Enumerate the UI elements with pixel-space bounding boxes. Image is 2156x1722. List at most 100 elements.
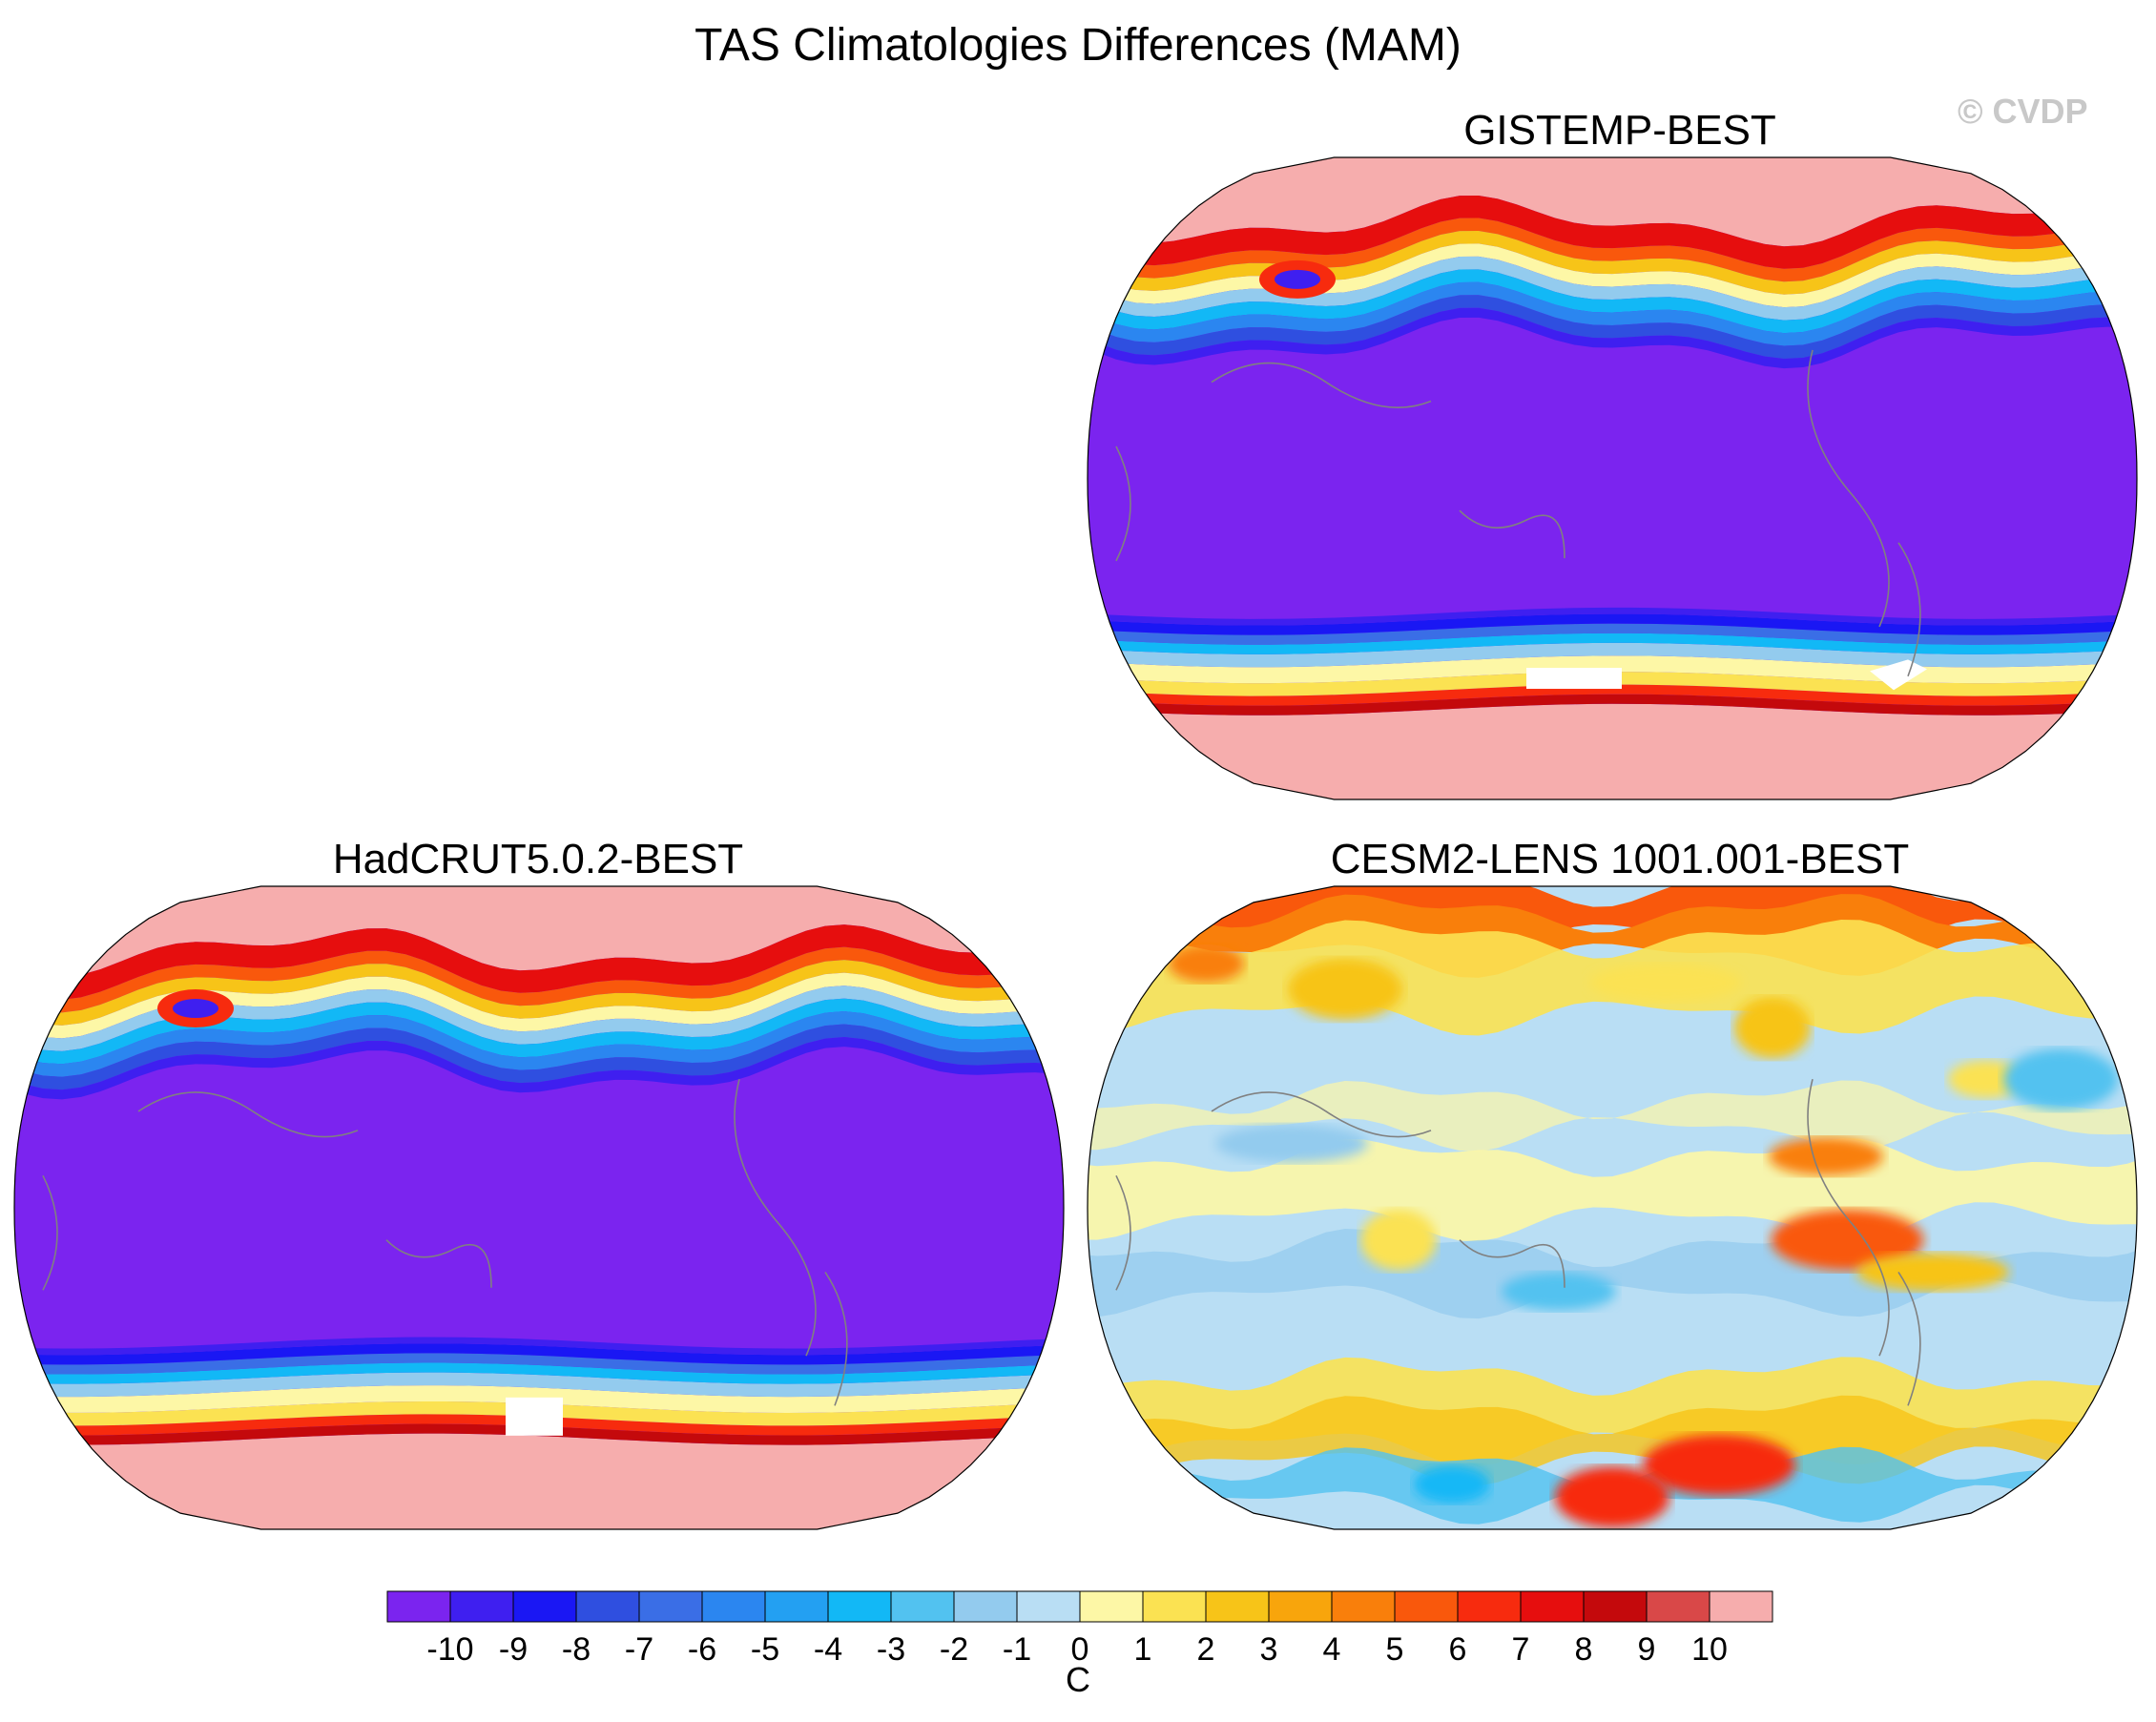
south-band [1088, 633, 2137, 654]
coastline [42, 1174, 58, 1291]
north-band [1088, 295, 2137, 359]
colorbar-tick-label: -1 [1003, 1631, 1031, 1668]
south-band [1088, 623, 2137, 645]
anomaly-spot [1215, 1124, 1368, 1163]
colorbar-swatch [1583, 1590, 1648, 1623]
colorbar-swatch [386, 1590, 451, 1623]
south-band [14, 1353, 1064, 1375]
colorbar-tick-label: 6 [1449, 1631, 1467, 1668]
coastlines [1115, 349, 1921, 677]
south-band [1088, 613, 2137, 635]
colorbar-swatch [701, 1590, 766, 1623]
colorbar-swatch [449, 1590, 514, 1623]
figure-title: TAS Climatologies Differences (MAM) [694, 20, 1462, 71]
colorbar-swatch [512, 1590, 577, 1623]
missing-data-block [1526, 668, 1622, 690]
north-band [1088, 195, 2137, 269]
colorbar-tick-label: -2 [940, 1631, 968, 1668]
map-gistemp [1087, 156, 2138, 800]
panel-title-cesm2: CESM2-LENS 1001.001-BEST [1330, 836, 1910, 882]
north-band [14, 924, 1064, 1000]
north-band [1088, 307, 2137, 369]
north-band [14, 886, 1064, 978]
colorbar-tick-label: -6 [688, 1631, 716, 1668]
anomaly-spot [1414, 1464, 1490, 1504]
anomaly-spot [1734, 997, 1811, 1059]
anomaly-spot [1288, 958, 1402, 1020]
anomaly-band [1088, 1080, 2137, 1151]
anomaly-spot [1360, 1209, 1437, 1271]
colorbar-tick-label: 8 [1575, 1631, 1593, 1668]
map-hadcrut [13, 885, 1065, 1530]
colorbar-tick-label: -9 [499, 1631, 528, 1668]
colorbar-swatch [1331, 1590, 1396, 1623]
coastline [385, 1239, 492, 1288]
missing-data-block [1870, 659, 1927, 691]
north-band [14, 1037, 1064, 1100]
anomaly-spot [1589, 964, 1742, 1003]
colorbar-tick-label: -4 [814, 1631, 842, 1668]
north-band [14, 1024, 1064, 1090]
coastline [734, 1079, 817, 1357]
coastline [1115, 1174, 1131, 1291]
colorbar-swatch [1394, 1590, 1459, 1623]
colorbar-swatch [953, 1590, 1018, 1623]
anomaly-spot [1555, 1466, 1669, 1528]
colorbar-swatch [764, 1590, 829, 1623]
panel-title-hadcrut: HadCRUT5.0.2-BEST [332, 836, 744, 882]
colorbar-tick-label: -5 [751, 1631, 779, 1668]
coastline [1211, 362, 1432, 409]
colorbar-swatch [1646, 1590, 1710, 1623]
colorbar-swatch [1079, 1590, 1144, 1623]
anomaly-spot [1856, 1253, 2009, 1292]
north-band [1088, 230, 2137, 295]
missing-data-block [506, 1397, 563, 1436]
north-band [1088, 269, 2137, 334]
map-border [1087, 156, 2138, 800]
anomaly-spot [2003, 1048, 2119, 1110]
north-band [14, 998, 1064, 1065]
north-band [14, 946, 1064, 1013]
colorbar-tick-label: -3 [877, 1631, 905, 1668]
north-band [1088, 218, 2137, 282]
gistemp-field [1088, 157, 2137, 799]
coastline [1897, 542, 1921, 677]
anomaly-spot [1168, 944, 1245, 983]
colorbar-swatch [1520, 1590, 1585, 1623]
colorbar-tick-label: 0 [1071, 1631, 1089, 1668]
colorbar-tick-label: 4 [1323, 1631, 1341, 1668]
colorbar-unit-label: C [1066, 1660, 1090, 1699]
south-band [1088, 607, 2137, 626]
north-band [14, 960, 1064, 1026]
colorbar-swatch [638, 1590, 703, 1623]
south-band [1088, 684, 2137, 706]
coastline [1459, 1239, 1565, 1288]
anomaly-spot [1771, 1209, 1924, 1271]
anomaly-spot [1769, 1137, 1883, 1176]
tibet-anomaly-core [1275, 269, 1320, 289]
coastlines [1115, 1079, 1921, 1406]
colorbar-swatch [827, 1590, 892, 1623]
south-band [14, 1343, 1064, 1365]
coastline [1459, 509, 1565, 559]
coastline [1211, 1091, 1432, 1138]
anomaly-spot [1643, 1434, 1795, 1496]
map-cesm2 [1087, 885, 2138, 1530]
colorbar-tick-label: -7 [625, 1631, 653, 1668]
hadcrut-field [14, 886, 1064, 1529]
south-band [14, 1372, 1064, 1398]
north-band [14, 1011, 1064, 1077]
south-band [14, 1337, 1064, 1356]
colorbar-tick-label: 1 [1134, 1631, 1152, 1668]
colorbar-tick-label: 9 [1638, 1631, 1656, 1668]
tibet-anomaly-core [173, 999, 218, 1019]
north-band [14, 972, 1064, 1039]
anomaly-spot [1948, 1060, 2024, 1099]
map-border [13, 885, 1065, 1530]
colorbar: -10 -9 -8 -7 -6 -5 -4 -3 -2 -1 0 1 2 3 4 5 6 7 8 9 10 [386, 1590, 1773, 1668]
colorbar-swatch [1142, 1590, 1207, 1623]
north-band [14, 985, 1064, 1051]
south-band [1088, 694, 2137, 716]
north-band [1088, 256, 2137, 321]
